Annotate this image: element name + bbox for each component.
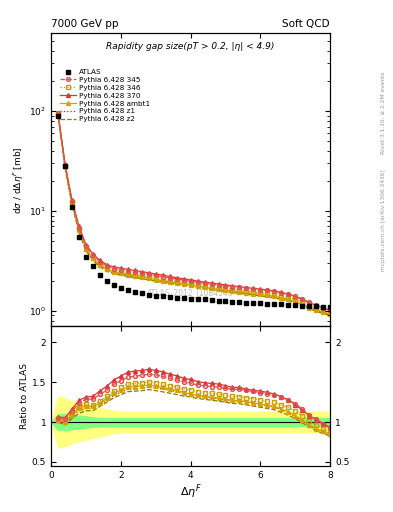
Text: Rapidity gap size(pT > 0.2, |η| < 4.9): Rapidity gap size(pT > 0.2, |η| < 4.9) [107,42,275,51]
Text: Rivet 3.1.10, ≥ 2.2M events: Rivet 3.1.10, ≥ 2.2M events [381,71,386,154]
Text: 7000 GeV pp: 7000 GeV pp [51,19,119,29]
Y-axis label: d$\sigma$ / d$\Delta\eta^F$ [mb]: d$\sigma$ / d$\Delta\eta^F$ [mb] [12,146,26,214]
Text: Soft QCD: Soft QCD [283,19,330,29]
X-axis label: $\Delta\eta^F$: $\Delta\eta^F$ [180,482,202,501]
Text: ATLAS_2012_I1084540: ATLAS_2012_I1084540 [147,288,234,297]
Legend: ATLAS, Pythia 6.428 345, Pythia 6.428 346, Pythia 6.428 370, Pythia 6.428 ambt1,: ATLAS, Pythia 6.428 345, Pythia 6.428 34… [57,66,153,125]
Y-axis label: Ratio to ATLAS: Ratio to ATLAS [20,363,29,429]
Text: mcplots.cern.ch [arXiv:1306.3436]: mcplots.cern.ch [arXiv:1306.3436] [381,169,386,271]
